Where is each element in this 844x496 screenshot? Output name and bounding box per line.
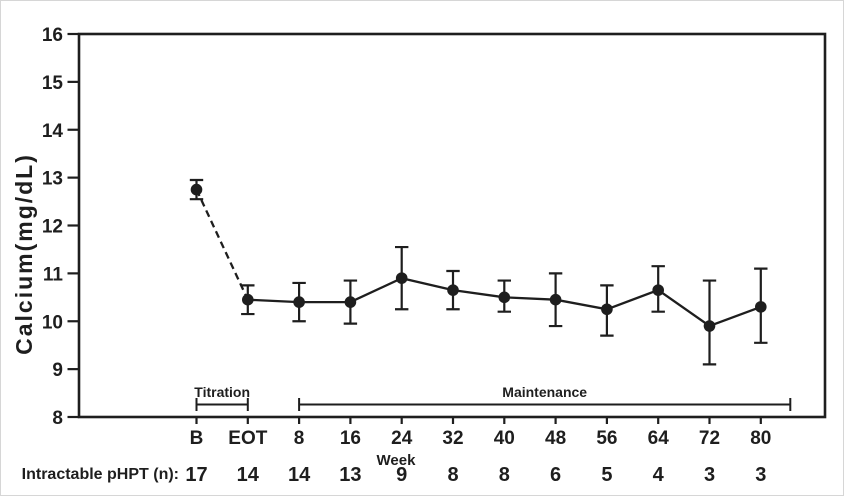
y-tick-label: 8 [52,408,63,429]
data-point [652,284,664,296]
data-point [293,296,305,308]
n-count: 4 [653,464,665,486]
x-tick-label: 64 [648,428,670,449]
y-tick-label: 10 [42,312,63,333]
n-count: 6 [550,464,561,486]
data-point [549,293,562,306]
n-count: 8 [499,464,510,486]
x-tick-label: 80 [750,428,771,449]
data-point [344,296,357,308]
data-point [190,183,203,196]
y-tick-label: 13 [42,169,63,190]
x-tick-label: 24 [391,428,413,449]
x-tick-label: 40 [494,428,515,449]
x-tick-label: 8 [294,428,305,449]
x-tick-label: B [190,428,204,449]
data-point [703,320,716,332]
x-axis-title: Week [377,452,417,469]
maintenance-label: Maintenance [502,384,587,400]
maintenance-bracket [298,398,792,411]
series-line-dashed [195,189,249,301]
n-count: 3 [704,464,715,486]
x-tick-label: 16 [340,428,361,449]
n-count: 14 [237,464,260,486]
y-tick-label: 16 [42,25,63,46]
data-point [755,301,767,313]
data-point [601,303,613,316]
y-tick-label: 11 [43,264,64,285]
n-count: 13 [339,464,361,486]
y-tick-label: 15 [42,73,64,94]
x-tick-label: 32 [442,428,463,449]
y-tick-label: 14 [42,121,64,142]
data-point [242,293,254,306]
x-tick-label: 48 [545,428,566,449]
n-row-label: Intractable pHPT (n): [22,466,179,483]
y-tick-label: 9 [52,360,63,381]
y-axis-title: Calcium(mg/dL) [11,153,37,355]
titration-bracket [195,398,249,411]
y-tick-label: 12 [42,217,63,238]
x-tick-label: EOT [228,428,267,449]
n-count: 9 [396,464,407,486]
n-count: 14 [288,464,311,486]
data-point [498,291,511,304]
n-count: 8 [447,464,458,486]
x-tick-label: 72 [699,428,720,449]
x-tick-label: 56 [596,428,617,449]
n-count: 5 [601,464,612,486]
titration-label: Titration [194,384,250,400]
n-count: 3 [755,464,766,486]
n-count: 17 [185,464,207,486]
data-point [447,284,459,296]
data-point [395,272,408,284]
plot-border [77,32,827,419]
